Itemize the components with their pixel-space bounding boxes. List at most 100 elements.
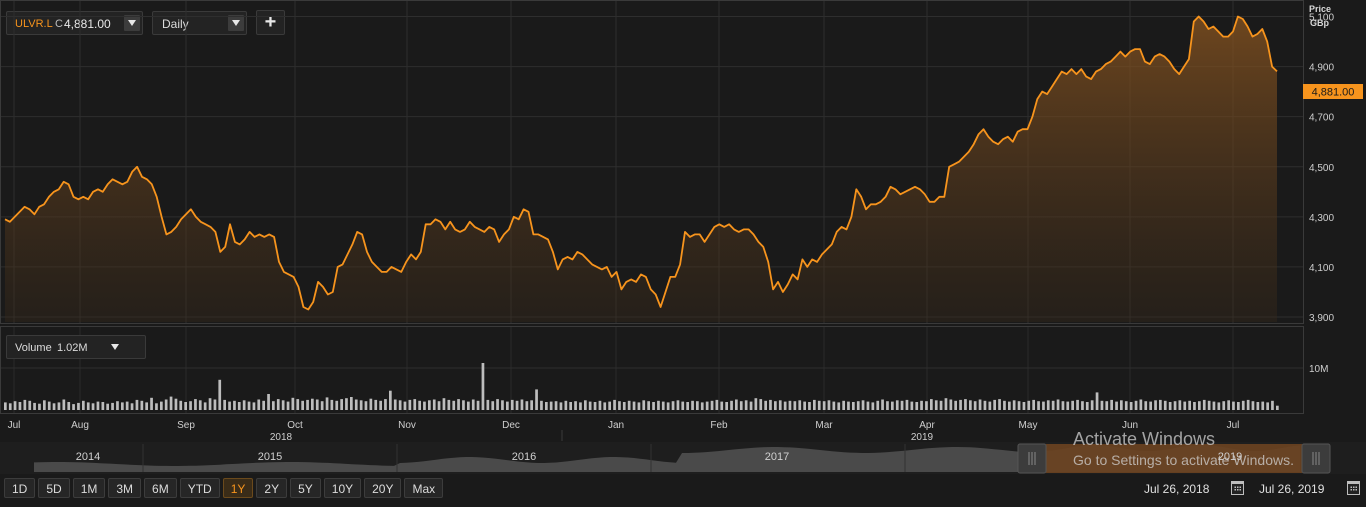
volume-bar bbox=[1217, 402, 1221, 410]
symbol-text: ULVR.L bbox=[15, 18, 53, 30]
volume-bar bbox=[1085, 402, 1089, 410]
last-price-label: 4,881.00 bbox=[1312, 87, 1355, 99]
end-date-field[interactable]: Jul 26, 2019 bbox=[1259, 482, 1325, 496]
volume-bar bbox=[754, 398, 758, 410]
chevron-down-icon[interactable] bbox=[124, 15, 140, 31]
volume-bar bbox=[155, 403, 158, 410]
y-tick-label: 4,500 bbox=[1309, 163, 1334, 174]
range-button-1d[interactable]: 1D bbox=[4, 478, 36, 498]
volume-bar bbox=[281, 400, 285, 410]
volume-bar bbox=[33, 402, 36, 410]
volume-bar bbox=[345, 398, 348, 410]
volume-bar bbox=[1032, 399, 1035, 410]
volume-bar bbox=[1095, 392, 1099, 410]
volume-bar bbox=[988, 401, 992, 410]
volume-bar bbox=[276, 399, 280, 410]
volume-bar bbox=[647, 401, 650, 410]
range-button-1m[interactable]: 1M bbox=[72, 478, 106, 498]
volume-bar bbox=[1066, 401, 1070, 410]
volume-bar bbox=[4, 402, 7, 410]
range-button-10y[interactable]: 10Y bbox=[323, 478, 362, 498]
volume-bar bbox=[1042, 401, 1045, 410]
volume-bar bbox=[379, 400, 382, 410]
volume-bar bbox=[715, 399, 719, 410]
range-button-max[interactable]: Max bbox=[404, 478, 444, 498]
volume-bar bbox=[1037, 401, 1040, 410]
volume-bar bbox=[1159, 399, 1162, 410]
volume-bar bbox=[91, 403, 95, 410]
volume-bar bbox=[1266, 402, 1269, 410]
volume-bar bbox=[38, 403, 41, 410]
range-button-ytd[interactable]: YTD bbox=[179, 478, 220, 498]
volume-bar bbox=[720, 401, 724, 410]
volume-bar bbox=[856, 401, 860, 410]
chevron-down-icon[interactable] bbox=[111, 344, 119, 350]
volume-bar bbox=[696, 401, 699, 410]
x-tick-label: Jan bbox=[608, 420, 624, 431]
volume-bar bbox=[447, 399, 451, 410]
volume-bar bbox=[125, 401, 129, 410]
volume-bar bbox=[934, 400, 938, 410]
volume-bar bbox=[954, 400, 957, 410]
volume-bar bbox=[1129, 402, 1133, 410]
range-button-5d[interactable]: 5D bbox=[38, 478, 70, 498]
volume-bar bbox=[242, 400, 246, 410]
volume-bar bbox=[398, 400, 402, 410]
volume-bar bbox=[228, 401, 231, 410]
range-button-1y[interactable]: 1Y bbox=[222, 478, 254, 498]
volume-bar bbox=[135, 399, 139, 410]
volume-bar bbox=[618, 401, 621, 410]
calendar-icon[interactable] bbox=[1231, 481, 1244, 495]
volume-bar bbox=[335, 400, 339, 410]
volume-bar bbox=[1120, 400, 1123, 410]
x-tick-label: Aug bbox=[71, 420, 89, 431]
volume-bar bbox=[783, 401, 787, 410]
volume-bar bbox=[1144, 401, 1148, 410]
range-button-20y[interactable]: 20Y bbox=[364, 478, 402, 498]
volume-bar bbox=[657, 400, 660, 410]
volume-bar bbox=[437, 401, 441, 410]
chevron-down-icon[interactable] bbox=[228, 15, 244, 31]
symbol-selector[interactable]: ULVR.L C 4,881.00 bbox=[6, 11, 143, 35]
volume-bar bbox=[1100, 400, 1104, 410]
price-line bbox=[4, 15, 1278, 311]
calendar-icon[interactable] bbox=[1347, 481, 1360, 495]
volume-bar bbox=[603, 402, 607, 410]
range-button-2y[interactable]: 2Y bbox=[256, 478, 288, 498]
volume-bar bbox=[866, 401, 870, 410]
volume-bar bbox=[462, 400, 465, 410]
interval-select[interactable]: Daily bbox=[152, 11, 247, 35]
volume-bar bbox=[676, 400, 680, 410]
volume-bar bbox=[413, 399, 417, 410]
range-button-5y[interactable]: 5Y bbox=[290, 478, 321, 498]
navigator-selection[interactable] bbox=[1046, 444, 1302, 473]
x-tick-label: Jul bbox=[8, 420, 21, 431]
navigator[interactable]: 2014 2015 2016 2017 2019 bbox=[0, 442, 1366, 474]
add-indicator-button[interactable]: + bbox=[256, 10, 285, 35]
volume-bar bbox=[895, 400, 899, 410]
volume-bar bbox=[822, 401, 826, 410]
volume-bar bbox=[1046, 400, 1050, 410]
volume-bar bbox=[1110, 399, 1113, 410]
range-button-6m[interactable]: 6M bbox=[144, 478, 177, 498]
volume-bar bbox=[306, 399, 309, 410]
volume-bar bbox=[432, 399, 436, 410]
volume-bar bbox=[905, 399, 909, 410]
volume-indicator-selector[interactable]: Volume 1.02M bbox=[6, 335, 146, 359]
volume-bar bbox=[116, 401, 119, 410]
volume-bar bbox=[179, 400, 183, 410]
last-price-tag bbox=[1303, 84, 1363, 99]
volume-bar bbox=[23, 399, 27, 410]
volume-bar bbox=[964, 399, 967, 410]
volume-bars bbox=[4, 363, 1279, 410]
volume-bar bbox=[1027, 400, 1031, 410]
volume-bar bbox=[28, 400, 32, 410]
volume-bar bbox=[588, 401, 592, 410]
x-tick-label: Jul bbox=[1227, 420, 1240, 431]
volume-bar bbox=[998, 399, 1001, 410]
volume-bar bbox=[1012, 400, 1016, 410]
volume-bar bbox=[501, 400, 504, 410]
start-date-field[interactable]: Jul 26, 2018 bbox=[1144, 482, 1210, 496]
range-button-3m[interactable]: 3M bbox=[108, 478, 142, 498]
